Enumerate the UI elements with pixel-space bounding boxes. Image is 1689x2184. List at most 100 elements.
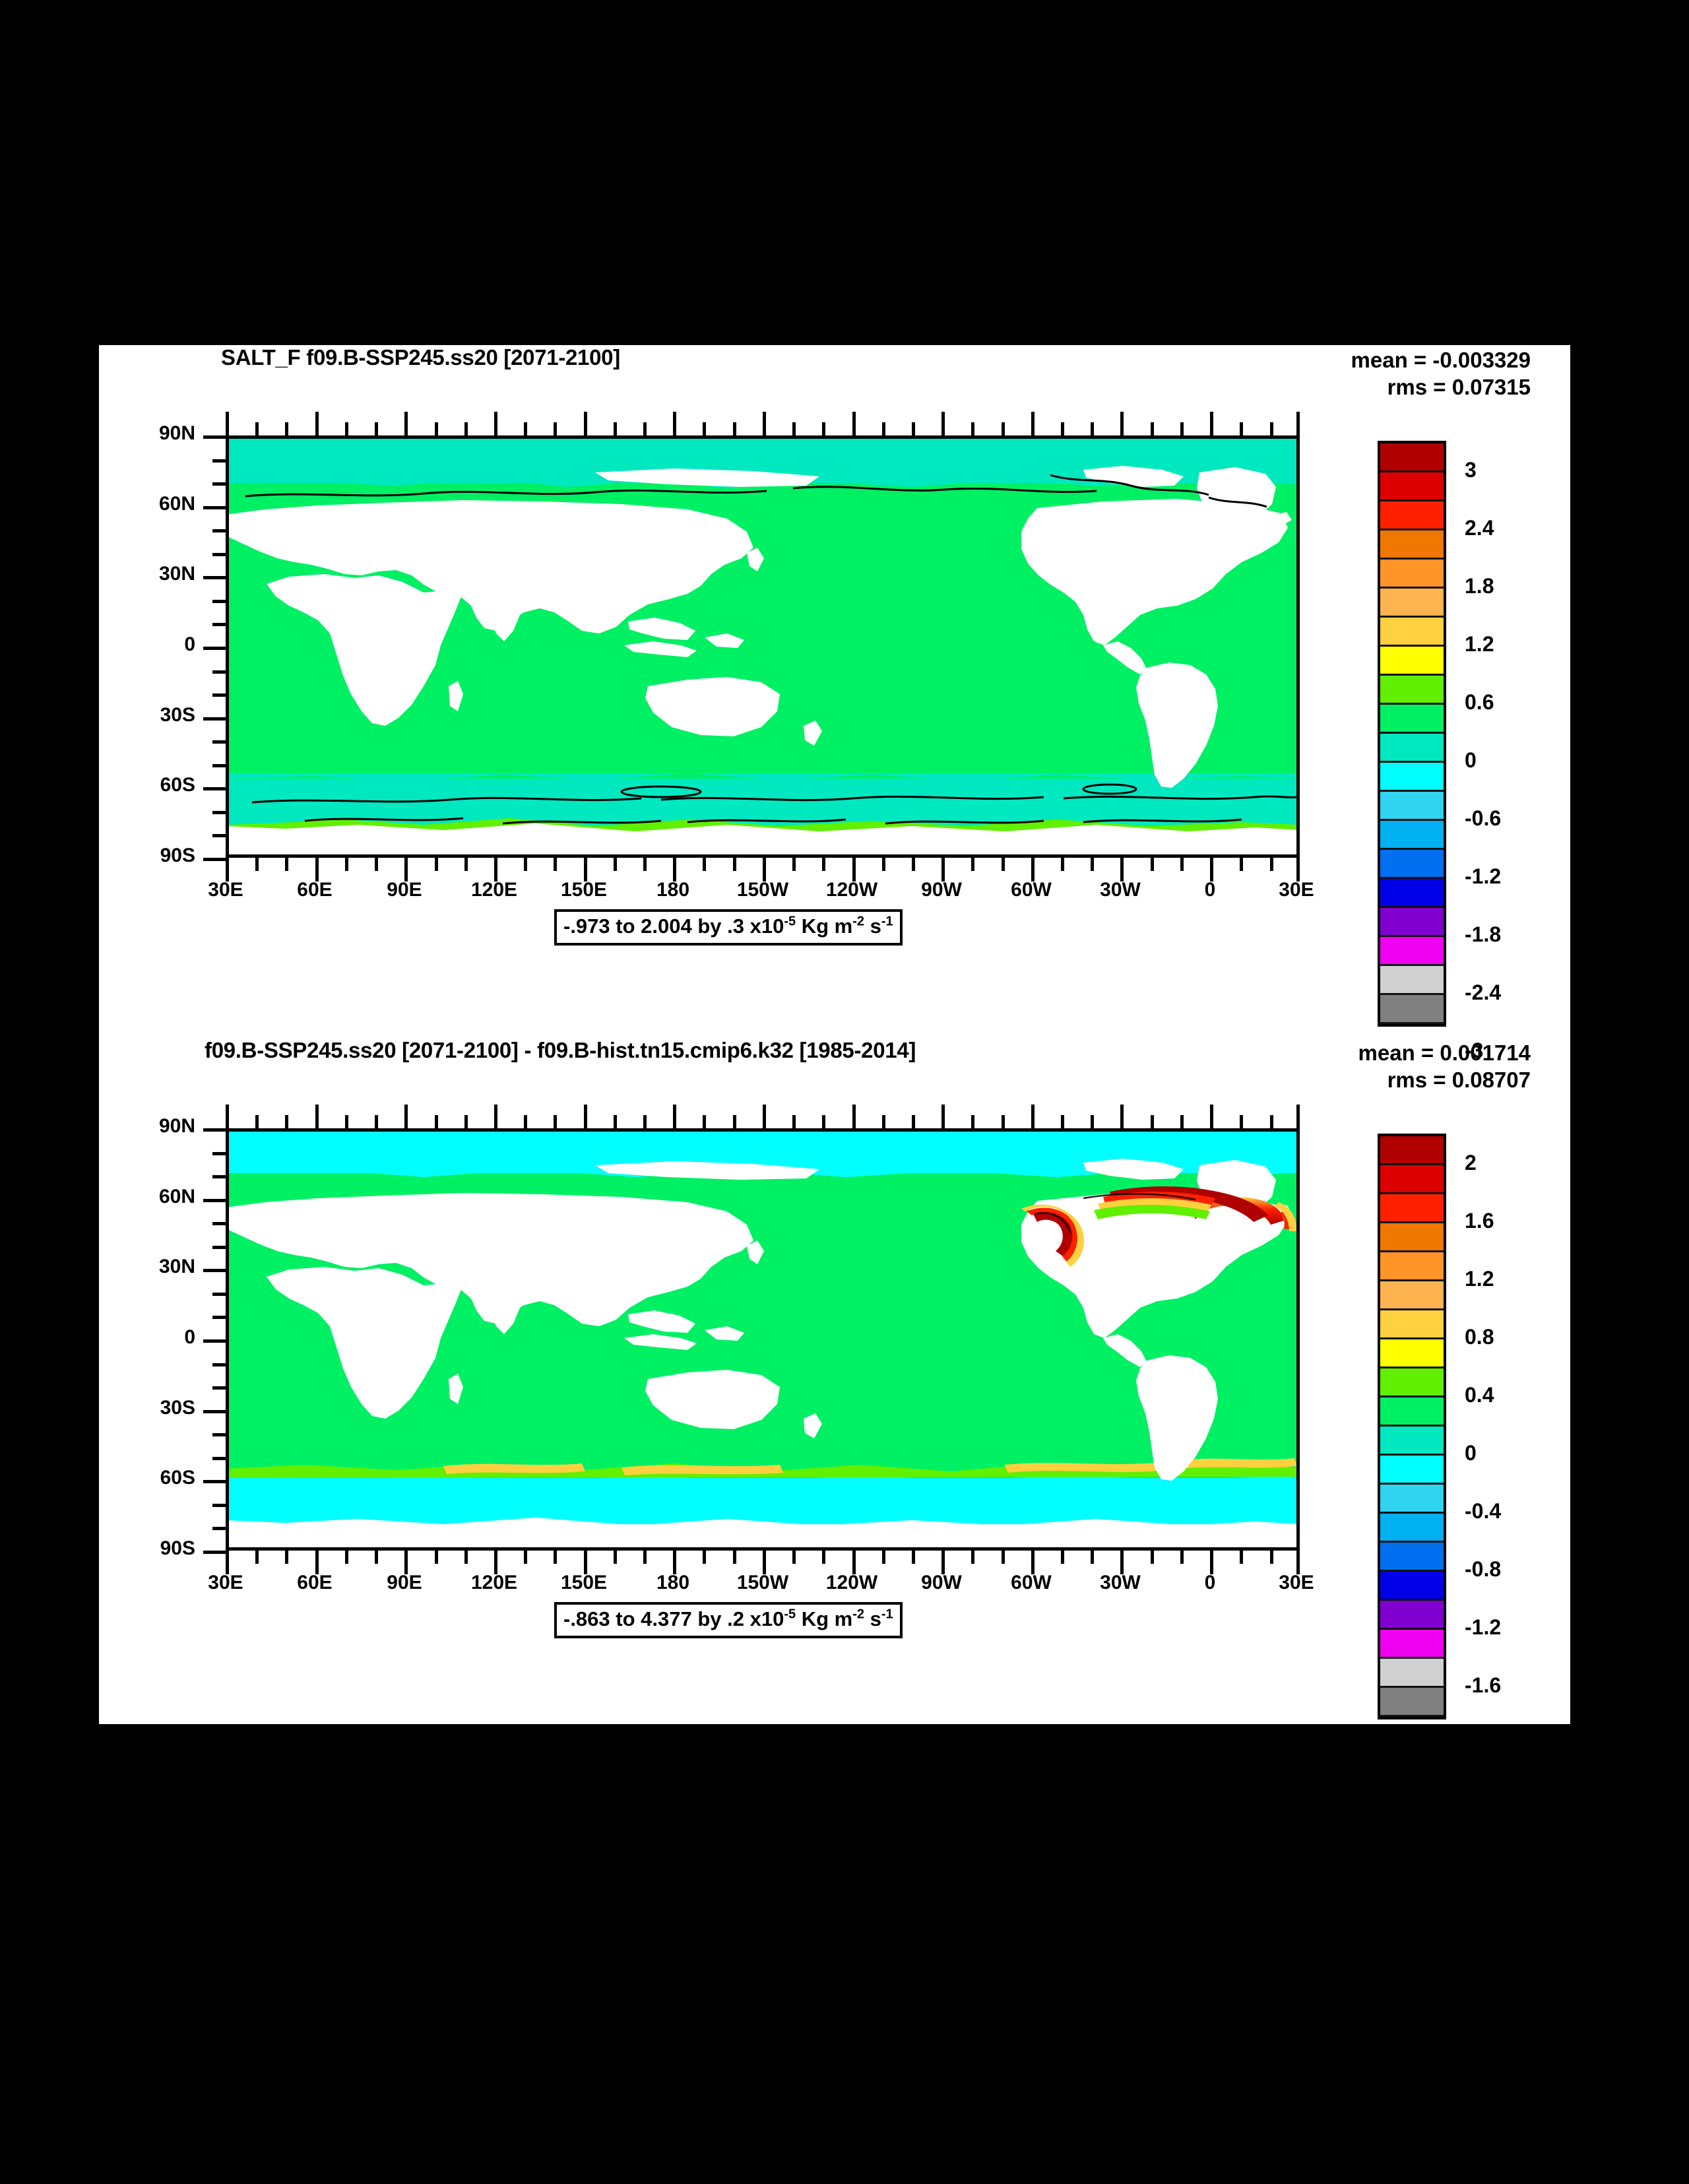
map-1-xtick-top — [1150, 422, 1154, 435]
map-1-xtick-top — [1210, 412, 1214, 435]
map-1-xtick-top — [852, 412, 856, 435]
panel-1-caption-exp3: -1 — [881, 914, 893, 929]
map-2-xtick-top — [1210, 1105, 1214, 1128]
map-2-xtick-top — [852, 1105, 856, 1128]
map-2-xtick-bot — [1180, 1551, 1184, 1564]
map-2-xlabel-30E: 30E — [208, 1572, 243, 1593]
panel-2-stats: mean = 0.001714 rms = 0.08707 — [1358, 1039, 1531, 1093]
map-2-xtick-bot — [881, 1551, 885, 1564]
map-2-ytick-60S — [203, 1480, 226, 1484]
colorbar-2[interactable]: 2 1.6 1.2 0.8 0.4 0 -0.4 -0.8 -1.2 -1.6 -2 — [1378, 1134, 1501, 1755]
map-1-xtick-top — [822, 422, 826, 435]
map-2-xlabel-90W: 90W — [921, 1572, 962, 1593]
panel-2-mean: mean = 0.001714 — [1358, 1041, 1531, 1065]
map-2-ylabel-90S: 90S — [160, 1537, 195, 1559]
colorbar-band — [1380, 676, 1444, 705]
map-2-xtick-bot — [1091, 1551, 1095, 1564]
map-1-xtick-bot — [375, 858, 378, 871]
map-1-xtick-top — [1269, 422, 1273, 435]
map-1-xtick-top — [1001, 422, 1005, 435]
map-2-ytick-minor — [212, 1433, 226, 1437]
map-1-xtick-top — [1031, 412, 1035, 435]
map-2-xlabel-0: 0 — [1204, 1572, 1216, 1593]
map-2-xtick-top — [1120, 1105, 1124, 1128]
colorbar-band — [1380, 734, 1444, 763]
colorbar-band — [1380, 1281, 1444, 1310]
colorbar-tick-label: -2 — [1465, 1731, 1484, 1755]
colorbar-band — [1380, 1165, 1444, 1194]
map-2-xtick-bot — [703, 1551, 707, 1564]
map-1-xtick-bot — [285, 858, 289, 871]
map-1-ytick-minor — [212, 763, 226, 767]
panel-1-rms: rms = 0.07315 — [1387, 375, 1531, 399]
world-map-1[interactable]: 90N 60N 30N 0 30S 60S 90S — [159, 412, 1314, 901]
colorbar-tick-label: -1.2 — [1465, 864, 1502, 888]
colorbar-tick-label: 1.2 — [1465, 632, 1494, 656]
map-2-xlabel-30W: 30W — [1100, 1572, 1141, 1593]
map-1-xlabel-30E: 30E — [208, 879, 243, 901]
map-2-ytick-minor — [212, 1151, 226, 1155]
map-2-xtick-top — [881, 1115, 885, 1128]
world-map-2[interactable]: 90N 60N 30N 0 30S 60S 90S — [159, 1105, 1314, 1593]
map-1-xtick-top — [613, 422, 617, 435]
colorbar-tick-label: -0.4 — [1465, 1499, 1502, 1523]
map-2-xtick-top — [1091, 1115, 1095, 1128]
panel-1-caption-exp2: -2 — [852, 914, 865, 929]
map-2-xtick-bot — [852, 1551, 856, 1574]
map-1-xlabel-120E: 120E — [470, 879, 518, 901]
colorbar-band — [1380, 443, 1444, 472]
panel-2-caption-exp: -5 — [784, 1607, 796, 1622]
map-2-xtick-top — [1240, 1115, 1244, 1128]
map-1-xtick-bot — [1180, 858, 1184, 871]
map-1-xtick-top — [1091, 422, 1095, 435]
colorbar-band — [1380, 1427, 1444, 1456]
colorbar-band — [1380, 1397, 1444, 1427]
map-2-ylabel-60S: 60S — [160, 1467, 195, 1489]
map-1-ytick-90N — [203, 435, 226, 439]
colorbar-band — [1380, 1368, 1444, 1397]
map-1-xtick-top — [255, 422, 259, 435]
map-1-xtick-top — [524, 422, 528, 435]
map-1-ytick-minor — [212, 599, 226, 603]
colorbar-band — [1380, 705, 1444, 734]
map-1-xtick-bot — [434, 858, 438, 871]
map-2-xtick-bot — [762, 1551, 766, 1574]
map-1-ytick-minor — [212, 810, 226, 814]
map-2-ytick-90S — [203, 1551, 226, 1554]
colorbar-tick-label: -1.2 — [1465, 1615, 1502, 1639]
map-1-ytick-minor — [212, 482, 226, 486]
panel-2-caption-mid: Kg m — [796, 1607, 853, 1630]
map-2-xtick-top — [911, 1115, 915, 1128]
colorbar-band — [1380, 792, 1444, 821]
map-1-xtick-bot — [1001, 858, 1005, 871]
map-1-ylabel-90S: 90S — [160, 845, 195, 866]
map-1-xtick-top — [1120, 412, 1124, 435]
map-2-ytick-0 — [203, 1339, 226, 1343]
map-1-xlabel-90W: 90W — [921, 879, 962, 901]
map-1-xtick-bot — [643, 858, 647, 871]
map-2-xtick-top — [494, 1105, 497, 1128]
map-1-xtick-bot — [1296, 858, 1300, 882]
map-panel-1: SALT_F f09.B-SSP245.ss20 [2071-2100] mea… — [99, 345, 1570, 1062]
panel-1-caption: -.973 to 2.004 by .3 x10-5 Kg m-2 s-1 — [554, 909, 903, 946]
map-1-xtick-top — [673, 412, 677, 435]
map-1-ytick-minor — [212, 834, 226, 838]
map-1-xtick-bot — [911, 858, 915, 871]
map-1-xtick-bot — [344, 858, 348, 871]
map-1-ytick-30N — [203, 576, 226, 580]
panel-2-rms: rms = 0.08707 — [1387, 1068, 1531, 1092]
map-2-ytick-minor — [212, 1456, 226, 1460]
map-2-xtick-top — [344, 1115, 348, 1128]
map-1-ytick-minor — [212, 670, 226, 674]
map-1-xtick-top — [703, 422, 707, 435]
map-2-xtick-bot — [255, 1551, 259, 1564]
map-1-xlabel-30E-end: 30E — [1279, 879, 1314, 901]
colorbar-band — [1380, 1630, 1444, 1659]
map-2-xtick-bot — [1269, 1551, 1273, 1564]
colorbar-1[interactable]: 3 2.4 1.8 1.2 0.6 0 -0.6 -1.2 -1.8 -2.4 -3 — [1378, 441, 1501, 1062]
map-2-xtick-bot — [583, 1551, 587, 1574]
panel-1-caption-mid: Kg m — [796, 915, 853, 938]
map-1-ytick-30S — [203, 717, 226, 721]
map-2-xtick-bot — [673, 1551, 677, 1574]
map-1-xtick-top — [792, 422, 796, 435]
